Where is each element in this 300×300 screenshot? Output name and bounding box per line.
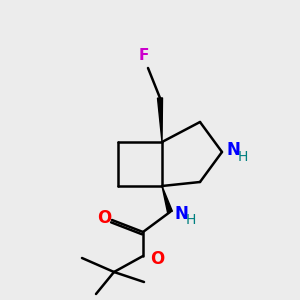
Text: N: N xyxy=(226,141,240,159)
Text: H: H xyxy=(186,213,196,227)
Text: H: H xyxy=(238,150,248,164)
Text: O: O xyxy=(150,250,164,268)
Text: F: F xyxy=(139,48,149,63)
Text: O: O xyxy=(97,209,111,227)
Polygon shape xyxy=(158,98,163,142)
Text: N: N xyxy=(174,205,188,223)
Polygon shape xyxy=(162,186,172,213)
